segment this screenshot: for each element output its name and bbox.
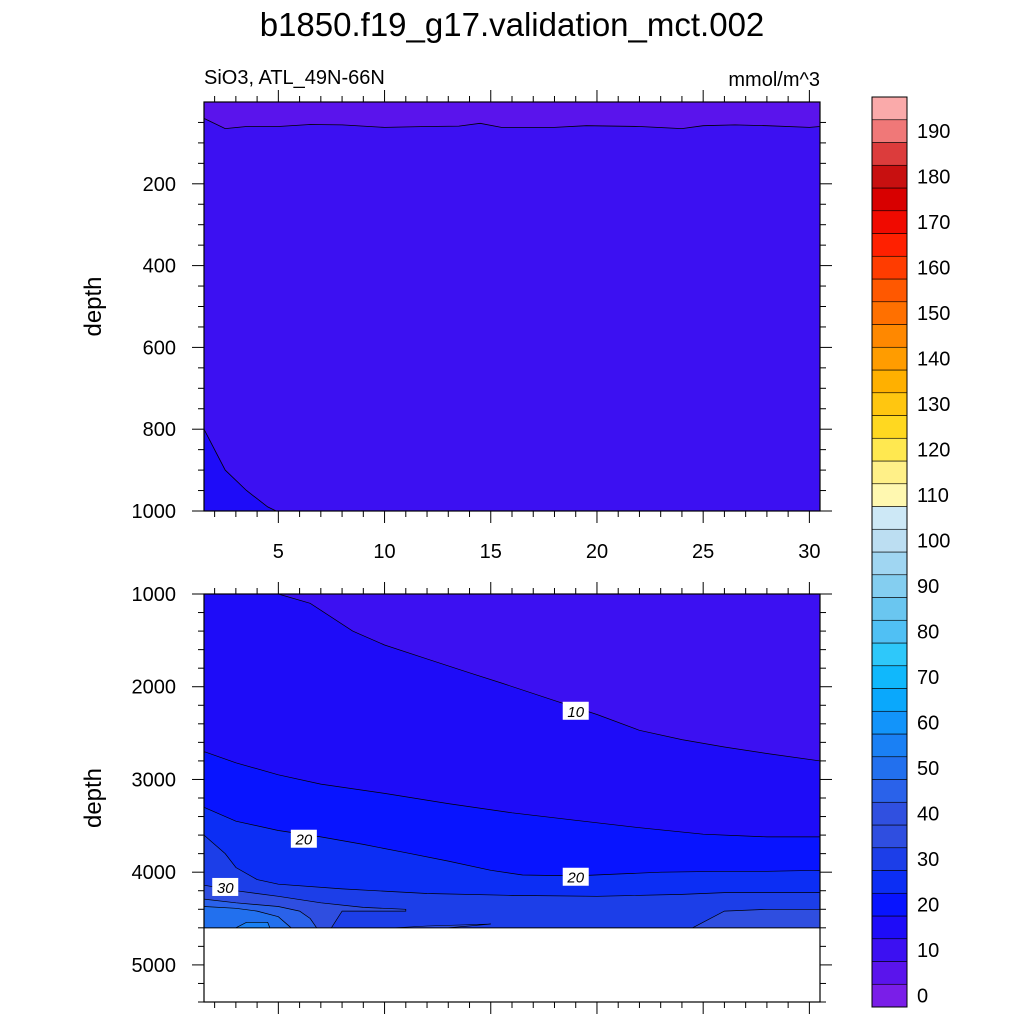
colorbar-swatch: [871, 688, 908, 712]
bottom-no-data-region: [204, 927, 820, 1002]
colorbar-label: 0: [917, 986, 928, 1008]
top-x-tick-label: 5: [273, 541, 284, 563]
bottom-panel: 10 20 20 30 1000 2000 3000 4000 5000 depth: [80, 582, 832, 1014]
colorbar-label: 30: [917, 849, 939, 871]
subtitle-left: SiO3, ATL_49N-66N: [204, 67, 385, 89]
colorbar-label: 60: [917, 713, 939, 735]
top-panel: 5 10 15 20 25 30 200 400 600 800 1000 depth: [80, 90, 832, 563]
colorbar-swatch: [871, 301, 908, 325]
colorbar-swatch: [871, 938, 908, 962]
colorbar-swatch: [871, 392, 908, 416]
contour-label: 10: [567, 704, 584, 721]
colorbar-swatch: [871, 574, 908, 598]
colorbar-swatch: [871, 710, 908, 735]
colorbar-swatch: [871, 119, 908, 143]
contour-label: 30: [217, 880, 234, 897]
colorbar-swatch: [871, 892, 908, 917]
colorbar-swatch: [871, 961, 908, 985]
colorbar-swatch: [871, 437, 908, 462]
colorbar-label: 120: [917, 440, 950, 462]
top-y-tick-label: 200: [143, 174, 176, 196]
bottom-y-tick-label: 1000: [132, 584, 177, 606]
colorbar-label: 100: [917, 531, 950, 553]
bottom-y-tick-label: 4000: [132, 862, 177, 884]
contour-label-box: [562, 701, 589, 720]
colorbar-swatch: [871, 870, 908, 894]
colorbar-swatch: [871, 801, 908, 826]
colorbar-swatch: [871, 756, 908, 780]
colorbar-swatch: [871, 346, 908, 371]
colorbar-label: 70: [917, 667, 939, 689]
contour-label-box: [562, 867, 589, 886]
bottom-y-tick-label: 3000: [132, 769, 177, 791]
colorbar-swatch: [871, 551, 908, 576]
top-y-tick-label: 800: [143, 419, 176, 441]
colorbar-swatch: [871, 824, 908, 849]
top-y-axis-label: depth: [80, 276, 107, 336]
colorbar-swatch: [871, 324, 908, 348]
top-x-tick-label: 20: [586, 541, 608, 563]
colorbar-label: 80: [917, 622, 939, 644]
top-y-tick-label: 400: [143, 256, 176, 278]
colorbar-swatch: [871, 415, 908, 439]
subtitle-right: mmol/m^3: [728, 69, 820, 91]
top-x-tick-label: 30: [798, 541, 820, 563]
contour-label: 20: [294, 832, 312, 849]
colorbar-swatch: [871, 278, 908, 303]
colorbar-swatch: [871, 665, 908, 689]
top-y-tick-label: 1000: [132, 501, 177, 523]
top-y-tick-label: 600: [143, 337, 176, 359]
colorbar-label: 190: [917, 121, 950, 143]
colorbar-swatch: [871, 733, 908, 758]
colorbar-swatch: [871, 210, 908, 234]
contour-label-box: [212, 877, 239, 896]
colorbar-label: 110: [917, 485, 949, 507]
colorbar: 0 10 20 30 40 50 60 70 80 90 100 110 120 130 140 150 160…: [871, 96, 950, 1008]
colorbar-label: 10: [917, 940, 939, 962]
colorbar-label: 90: [917, 576, 939, 598]
colorbar-swatch: [871, 847, 908, 871]
bottom-y-axis-label: depth: [80, 768, 107, 828]
top-x-tick-label: 25: [692, 541, 714, 563]
colorbar-frame: [871, 96, 908, 1008]
colorbar-swatch: [871, 597, 908, 621]
colorbar-label: 20: [917, 895, 939, 917]
colorbar-swatch: [871, 642, 908, 667]
colorbar-swatch: [871, 255, 908, 280]
colorbar-label: 160: [917, 258, 950, 280]
colorbar-label: 170: [917, 212, 950, 234]
colorbar-swatch: [871, 779, 908, 803]
top-surface-contour: [203, 101, 821, 130]
colorbar-swatch: [871, 983, 908, 1008]
colorbar-swatch: [871, 506, 908, 530]
colorbar-swatch: [871, 164, 908, 189]
colorbar-swatch: [871, 528, 908, 553]
colorbar-swatch: [871, 460, 908, 485]
bottom-y-tick-label: 5000: [132, 955, 177, 977]
colorbar-label: 130: [917, 394, 950, 416]
bottom-y-tick-label: 2000: [132, 677, 177, 699]
colorbar-swatch: [871, 915, 908, 940]
colorbar-label: 40: [917, 804, 939, 826]
top-x-tick-label: 10: [373, 541, 395, 563]
colorbar-swatch: [871, 233, 908, 257]
top-field-fill: [204, 102, 820, 511]
colorbar-swatch: [871, 142, 908, 166]
colorbar-swatch: [871, 96, 908, 121]
colorbar-swatch: [871, 483, 908, 507]
colorbar-label: 50: [917, 758, 939, 780]
colorbar-label: 140: [917, 349, 950, 371]
colorbar-label: 180: [917, 167, 950, 189]
colorbar-swatch: [871, 187, 908, 212]
top-x-tick-label: 15: [480, 541, 502, 563]
colorbar-swatch: [871, 369, 908, 394]
contour-label-box: [290, 829, 317, 848]
contour-label: 20: [566, 870, 584, 887]
colorbar-swatch: [871, 619, 908, 644]
chart-title: b1850.f19_g17.validation_mct.002: [260, 6, 765, 43]
colorbar-label: 150: [917, 303, 950, 325]
